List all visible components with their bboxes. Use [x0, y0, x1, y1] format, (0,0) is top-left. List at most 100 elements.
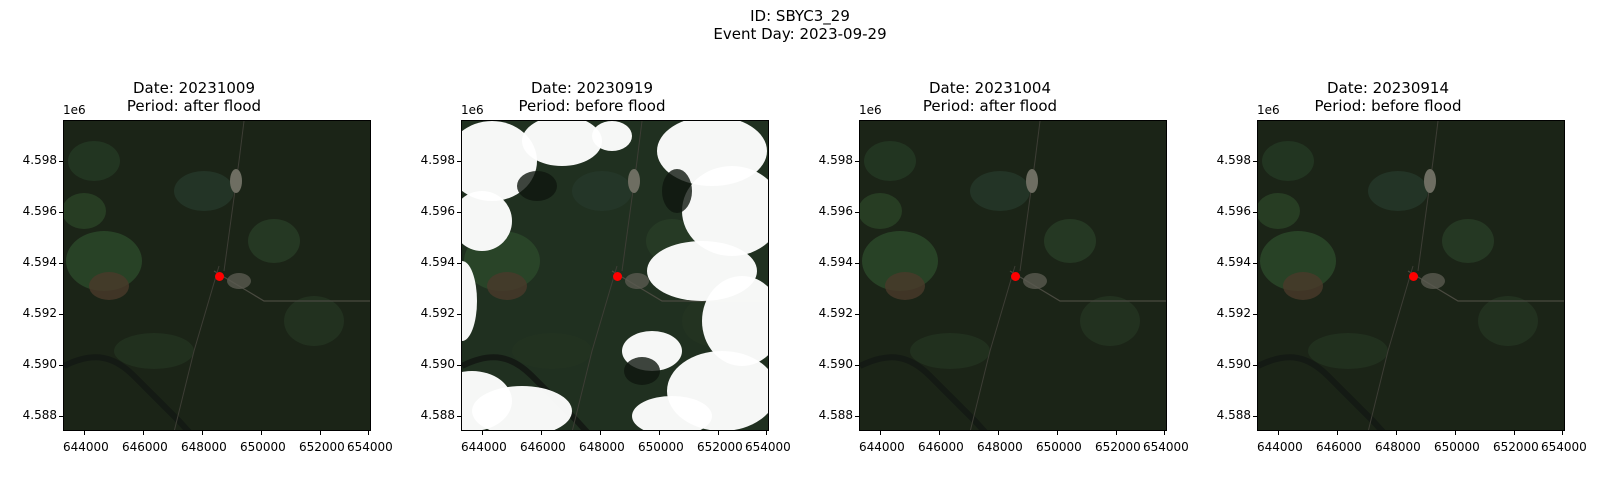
- y-tick: [855, 212, 859, 213]
- urban-area: [625, 273, 649, 289]
- vegetation-patch: [1044, 219, 1096, 263]
- road: [571, 265, 618, 430]
- vegetation-patch: [66, 231, 142, 291]
- urban-area: [1026, 169, 1038, 193]
- satellite-image: [63, 120, 371, 431]
- y-tick-label: 4.590: [420, 357, 455, 371]
- y-offset-label: 1e6: [859, 103, 882, 117]
- x-tick: [482, 431, 483, 435]
- event-location-marker: [1409, 272, 1419, 281]
- panel-title: Date: 20230914 Period: before flood: [1234, 79, 1542, 115]
- satellite-image: [859, 120, 1167, 431]
- panel-date: Date: 20231004: [928, 79, 1052, 97]
- x-tick-label: 650000: [638, 440, 684, 454]
- cloud-shadow: [662, 169, 692, 213]
- x-tick: [1164, 431, 1165, 435]
- vegetation-patch: [864, 141, 916, 181]
- x-tick-label: 648000: [977, 440, 1023, 454]
- satellite-image: [461, 120, 769, 431]
- x-tick: [541, 431, 542, 435]
- satellite-image: [1257, 120, 1565, 431]
- vegetation-patch: [910, 333, 990, 369]
- x-tick-label: 644000: [461, 440, 507, 454]
- vegetation-patch: [512, 333, 592, 369]
- y-tick-label: 4.596: [420, 204, 455, 218]
- river: [1258, 354, 1386, 430]
- y-tick: [1253, 314, 1257, 315]
- satellite-panel-1: Date: 20231009 Period: after flood 1e6 4…: [10, 0, 393, 500]
- x-tick: [261, 431, 262, 435]
- y-tick: [59, 416, 63, 417]
- panel-title: Date: 20230919 Period: before flood: [438, 79, 746, 115]
- figure-title-event: Event Day: 2023-09-29: [713, 25, 887, 43]
- x-tick-label: 654000: [1143, 440, 1189, 454]
- vegetation-patch: [970, 171, 1030, 211]
- y-tick: [59, 365, 63, 366]
- y-tick: [1253, 416, 1257, 417]
- cloud: [472, 386, 572, 430]
- vegetation-patch: [248, 219, 300, 263]
- y-tick: [457, 314, 461, 315]
- vegetation-patch: [1262, 141, 1314, 181]
- vegetation-patch: [1260, 231, 1336, 291]
- y-tick: [457, 263, 461, 264]
- x-tick: [1396, 431, 1397, 435]
- x-tick: [880, 431, 881, 435]
- x-tick: [84, 431, 85, 435]
- x-tick-label: 652000: [1095, 440, 1141, 454]
- y-tick-label: 4.590: [22, 357, 57, 371]
- vegetation-patch: [1080, 296, 1140, 346]
- cloud: [702, 276, 768, 366]
- vegetation-patch: [1478, 296, 1538, 346]
- x-tick: [368, 431, 369, 435]
- road: [173, 265, 220, 430]
- y-tick: [457, 416, 461, 417]
- y-tick-label: 4.588: [1216, 408, 1251, 422]
- x-tick-label: 654000: [745, 440, 791, 454]
- y-tick: [1253, 161, 1257, 162]
- vegetation-patch: [174, 171, 234, 211]
- y-tick: [855, 263, 859, 264]
- x-tick: [600, 431, 601, 435]
- y-tick: [457, 212, 461, 213]
- y-tick-label: 4.596: [1216, 204, 1251, 218]
- cloud: [592, 121, 632, 151]
- y-tick: [59, 263, 63, 264]
- panel-period: Period: before flood: [1314, 97, 1462, 115]
- x-tick-label: 652000: [697, 440, 743, 454]
- vegetation-patch: [64, 193, 106, 229]
- panel-period: Period: after flood: [126, 97, 262, 115]
- urban-area: [1023, 273, 1047, 289]
- road: [621, 121, 643, 272]
- panel-date: Date: 20230914: [1326, 79, 1450, 97]
- y-tick: [59, 212, 63, 213]
- x-tick-label: 646000: [520, 440, 566, 454]
- cloud: [682, 166, 768, 256]
- vegetation-patch: [860, 193, 902, 229]
- urban-area: [628, 169, 640, 193]
- y-tick: [1253, 365, 1257, 366]
- x-tick: [1455, 431, 1456, 435]
- x-tick-label: 648000: [579, 440, 625, 454]
- y-tick-label: 4.590: [1216, 357, 1251, 371]
- vegetation-patch: [1442, 219, 1494, 263]
- y-tick: [855, 314, 859, 315]
- y-tick-label: 4.590: [818, 357, 853, 371]
- x-tick-label: 650000: [1434, 440, 1480, 454]
- cloud: [462, 191, 512, 251]
- panel-period: Period: before flood: [518, 97, 666, 115]
- y-tick: [457, 365, 461, 366]
- y-tick-label: 4.594: [420, 255, 455, 269]
- river: [64, 354, 192, 430]
- vegetation-patch: [68, 141, 120, 181]
- urban-area: [1424, 169, 1436, 193]
- vegetation-patch: [572, 171, 632, 211]
- y-tick-label: 4.596: [818, 204, 853, 218]
- x-tick: [202, 431, 203, 435]
- urban-area: [227, 273, 251, 289]
- figure-title: ID: SBYC3_29 Event Day: 2023-09-29: [0, 7, 1600, 43]
- y-tick: [1253, 263, 1257, 264]
- panel-title: Date: 20231009 Period: after flood: [40, 79, 348, 115]
- x-tick-label: 646000: [918, 440, 964, 454]
- y-tick-label: 4.588: [818, 408, 853, 422]
